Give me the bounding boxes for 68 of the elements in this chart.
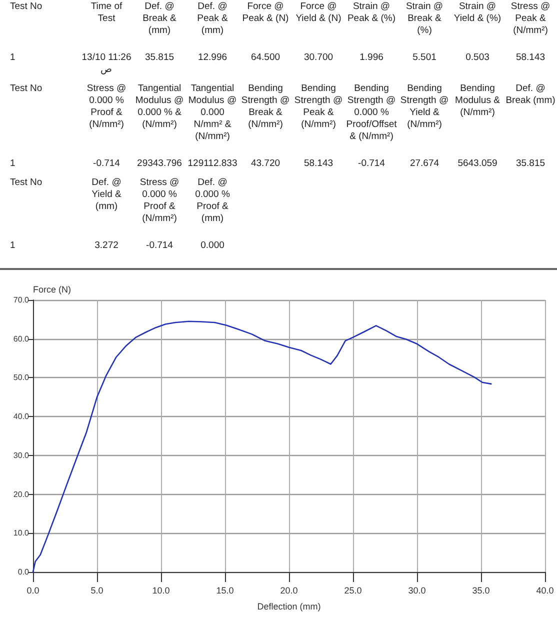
text: 35.815 — [514, 157, 546, 171]
y-axis-title: Force (N) — [33, 284, 71, 294]
text: Def. @ Yield & (mm) — [90, 176, 122, 214]
text: Tangential Modulus @ 0.000 % & (N/mm²) — [134, 82, 185, 132]
text: Bending Strength @ Yield & (N/mm²) — [399, 82, 450, 132]
x-tick-label: 15.0 — [216, 586, 234, 596]
y-tick-label: 20.0 — [13, 490, 30, 499]
text: Force @ Yield & (N) — [294, 0, 342, 26]
text: Tangential Modulus @ 0.000 N/mm² & (N/mm²) — [187, 82, 238, 144]
text: Bending Strength @ Break & (N/mm²) — [240, 82, 291, 132]
x-tick-label: 10.0 — [152, 586, 170, 596]
y-tick-label: 0.0 — [18, 568, 30, 576]
x-tick-label: 30.0 — [408, 586, 426, 596]
text: Bending Strength @ Peak & (N/mm²) — [293, 82, 344, 132]
x-tick-label: 20.0 — [280, 586, 298, 596]
text: 13/10 11:26 ص — [80, 51, 132, 77]
text: 1 — [9, 157, 16, 171]
x-tick-label: 40.0 — [536, 586, 554, 596]
y-tick-label: 30.0 — [13, 450, 30, 460]
text: Test No — [9, 82, 44, 96]
text: Bending Strength @ 0.000 % Proof/Offset & (N/mm²) — [345, 82, 398, 144]
text: 5.501 — [412, 51, 438, 65]
text: 29343.796 — [136, 157, 183, 171]
x-tick-label: 5.0 — [90, 586, 104, 596]
text: Stress @ 0.000 % Proof & (N/mm²) — [138, 176, 180, 226]
text: -0.714 — [357, 157, 386, 171]
text: -0.714 — [92, 157, 121, 171]
text: Test No — [9, 176, 44, 190]
text: 0.000 — [200, 239, 226, 253]
text: Bending Modulus & (N/mm²) — [454, 82, 501, 120]
text: 64.500 — [250, 51, 282, 65]
text: 1 — [9, 51, 16, 65]
text: 129112.833 — [186, 157, 238, 171]
text: Stress @ Peak & (N/mm²) — [510, 0, 552, 38]
text: Time of Test — [90, 0, 124, 26]
y-tick-label: 10.0 — [13, 528, 30, 538]
x-axis-title: Deflection (mm) — [257, 602, 321, 612]
text: 1.996 — [358, 51, 384, 65]
text: 3.272 — [94, 239, 120, 253]
text: 30.700 — [302, 51, 334, 65]
text: 35.815 — [144, 51, 176, 65]
x-tick-label: 35.0 — [472, 586, 490, 596]
text: 58.143 — [302, 157, 334, 171]
text: Def. @ Break & (mm) — [142, 0, 178, 38]
text: Strain @ Yield & (%) — [452, 0, 502, 26]
x-tick-label: 25.0 — [344, 586, 362, 596]
text: Test No — [9, 0, 44, 14]
text: 12.996 — [196, 51, 228, 65]
text: 1 — [9, 239, 16, 253]
x-tick-label: 0.0 — [26, 586, 40, 596]
text: Def. @ 0.000 % Proof & (mm) — [194, 176, 231, 226]
text: Force @ Peak & (N) — [241, 0, 290, 26]
y-tick-label: 60.0 — [13, 334, 30, 344]
text: 5643.059 — [456, 157, 498, 171]
text: Strain @ Break & (%) — [404, 0, 444, 38]
text: Strain @ Peak & (%) — [346, 0, 397, 26]
text: Def. @ Peak & (mm) — [196, 0, 229, 38]
line-series — [32, 320, 492, 573]
text: 58.143 — [514, 51, 546, 65]
text: 27.674 — [408, 157, 440, 171]
text: -0.714 — [145, 239, 174, 253]
y-tick-label: 40.0 — [13, 412, 30, 422]
text: Stress @ 0.000 % Proof & (N/mm²) — [86, 82, 128, 132]
text: 0.503 — [464, 51, 490, 65]
text: Def. @ Break (mm) — [504, 82, 556, 108]
y-tick-label: 50.0 — [13, 373, 30, 382]
y-tick-label: 70.0 — [13, 296, 30, 304]
text: 43.720 — [250, 157, 282, 171]
